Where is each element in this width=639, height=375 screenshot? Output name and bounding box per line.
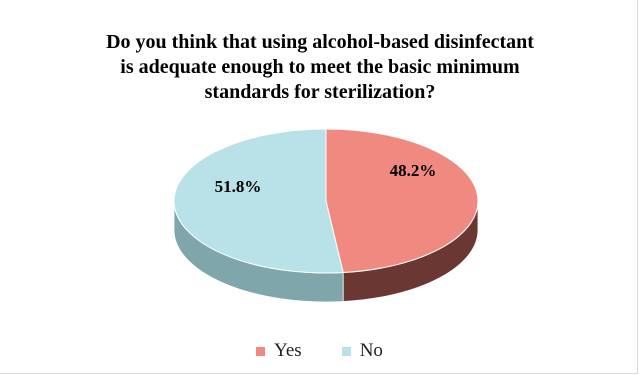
chart-title-line-1: Do you think that using alcohol-based di… — [106, 31, 534, 53]
data-label-yes: 48.2% — [390, 161, 437, 180]
legend-swatch-no — [341, 346, 351, 356]
chart-title: Do you think that using alcohol-based di… — [40, 30, 600, 105]
legend-item-yes: Yes — [256, 340, 302, 362]
data-label-no: 51.8% — [215, 177, 262, 196]
legend-swatch-yes — [256, 346, 266, 356]
legend-label-yes: Yes — [274, 340, 302, 361]
legend-item-no: No — [341, 340, 383, 362]
chart-title-line-2: is adequate enough to meet the basic min… — [120, 56, 520, 78]
pie-slice-no — [173, 128, 344, 274]
pie-slice-yes — [325, 128, 479, 274]
legend-label-no: No — [359, 340, 383, 361]
legend: Yes No — [0, 340, 639, 362]
chart-title-line-3: standards for sterilization? — [204, 81, 436, 103]
